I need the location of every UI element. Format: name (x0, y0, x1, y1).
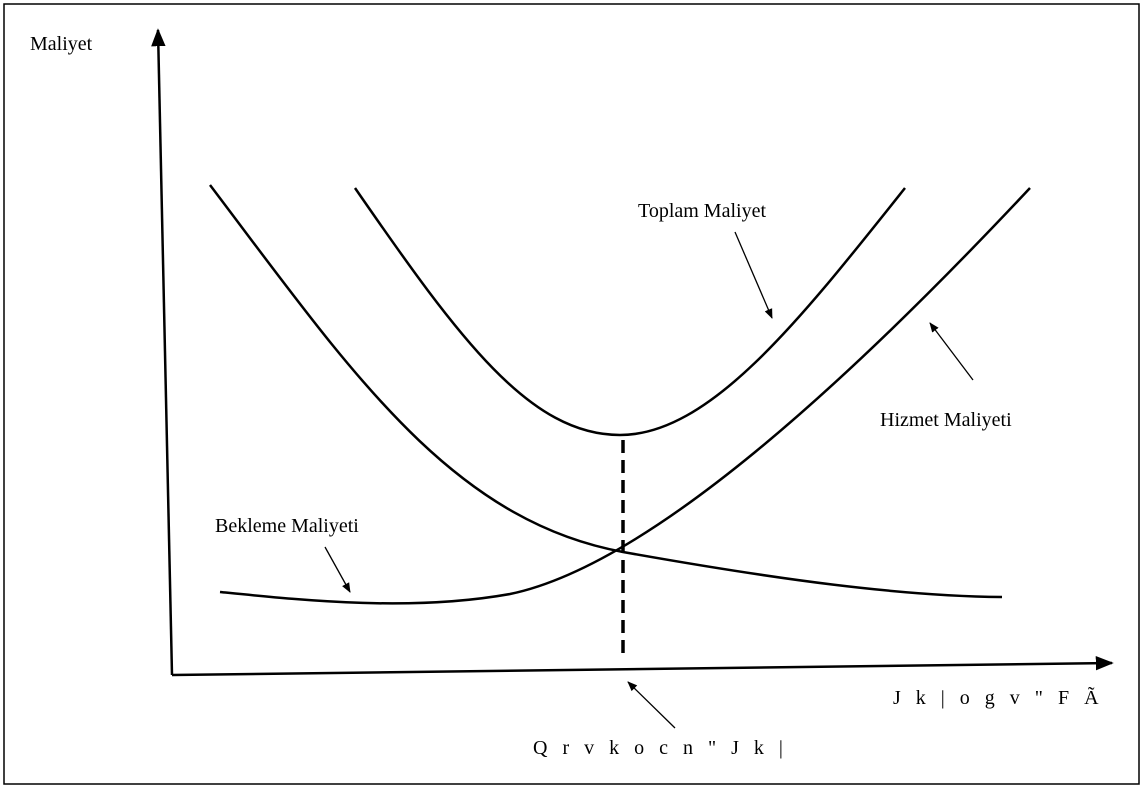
waiting-cost-curve (209, 184, 1003, 599)
service-cost-curve (219, 187, 1031, 605)
frame (3, 3, 1140, 785)
x-axis (171, 656, 1114, 677)
curve-label: Hizmet Maliyeti (880, 409, 1012, 431)
total-cost-curve (353, 187, 906, 437)
pointer (324, 546, 351, 593)
curve-label: Toplam Maliyet (638, 200, 766, 222)
pointer (929, 322, 974, 381)
y-axis (151, 28, 174, 676)
y-axis-label: Maliyet (30, 33, 93, 55)
x-axis-label: J k | o g v " F Ã (893, 685, 1104, 709)
curve-label: Bekleme Maliyeti (215, 515, 359, 537)
optimum-label: Q r v k o c n " J k | (533, 737, 788, 759)
pointer (734, 231, 773, 319)
pointer (627, 681, 676, 729)
